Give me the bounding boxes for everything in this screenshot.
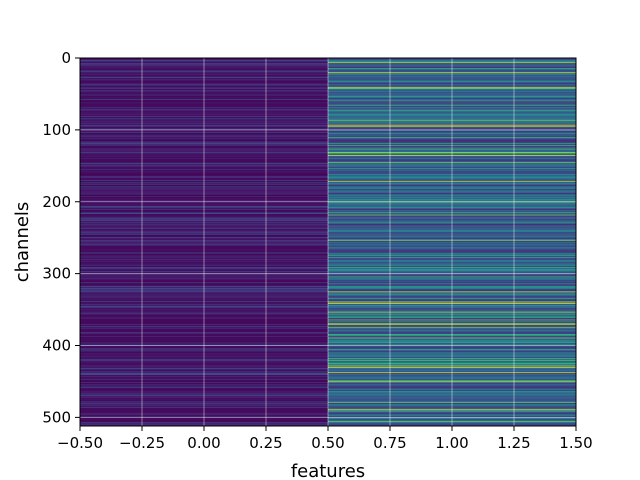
x-tick-label: 1.25 <box>497 434 530 452</box>
x-tick-label: 1.00 <box>435 434 468 452</box>
x-tick-label: 0.50 <box>311 434 344 452</box>
x-axis-label: features <box>291 461 365 480</box>
x-tick-label: 0.25 <box>249 434 282 452</box>
y-tick-label: 500 <box>42 408 71 426</box>
y-tick-label: 0 <box>61 49 71 67</box>
x-tick-label: 1.50 <box>559 434 592 452</box>
y-tick-label: 300 <box>42 265 71 283</box>
y-axis-ticks: 0 100 200 300 400 500 <box>42 49 80 426</box>
y-axis-label: channels <box>12 202 33 283</box>
x-tick-label: −0.50 <box>57 434 103 452</box>
y-tick-label: 100 <box>42 121 71 139</box>
x-tick-label: 0.75 <box>373 434 406 452</box>
x-axis-ticks: −0.50 −0.25 0.00 0.25 0.50 0.75 1.00 1.25 1.50 <box>57 426 593 452</box>
x-tick-label: 0.00 <box>187 434 220 452</box>
y-tick-label: 400 <box>42 337 71 355</box>
x-tick-label: −0.25 <box>119 434 165 452</box>
y-tick-label: 200 <box>42 193 71 211</box>
